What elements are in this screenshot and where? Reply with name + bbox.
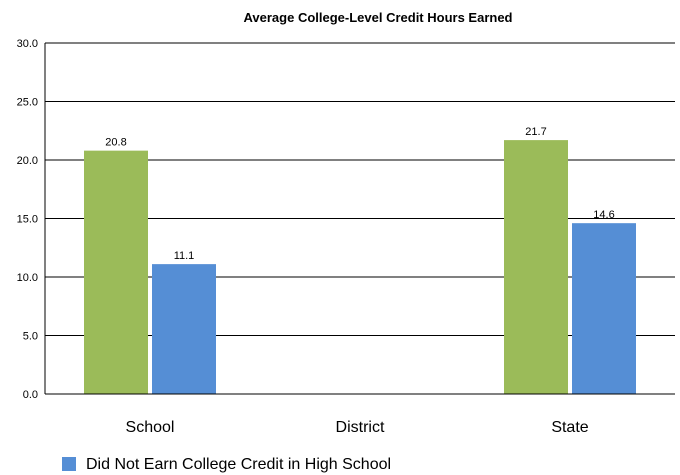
data-label: 21.7 xyxy=(525,126,546,138)
chart-title: Average College-Level Credit Hours Earne… xyxy=(244,10,513,25)
legend-swatch xyxy=(62,457,76,471)
bar xyxy=(572,223,636,394)
gridlines xyxy=(45,42,675,395)
x-category-label: State xyxy=(551,419,588,436)
y-tick-label: 10.0 xyxy=(17,272,38,284)
legend: Did Not Earn College Credit in High Scho… xyxy=(62,456,391,473)
bars xyxy=(84,140,636,394)
y-tick-label: 30.0 xyxy=(17,38,38,50)
y-tick-label: 0.0 xyxy=(23,389,38,401)
x-category-label: School xyxy=(126,419,175,436)
data-label: 11.1 xyxy=(174,250,195,262)
data-label: 20.8 xyxy=(105,137,126,149)
x-axis-categories: School District State xyxy=(126,419,589,436)
bar xyxy=(84,150,148,394)
y-tick-label: 25.0 xyxy=(17,97,38,109)
y-tick-label: 5.0 xyxy=(23,331,38,343)
bar xyxy=(152,264,216,394)
legend-label: Did Not Earn College Credit in High Scho… xyxy=(86,456,391,473)
data-labels: 20.8 11.1 21.7 14.6 xyxy=(105,126,614,262)
x-category-label: District xyxy=(336,419,385,436)
y-tick-label: 20.0 xyxy=(17,155,38,167)
y-tick-label: 15.0 xyxy=(17,214,38,226)
bar xyxy=(504,140,568,394)
data-label: 14.6 xyxy=(593,209,614,221)
y-axis-ticks: 0.0 5.0 10.0 15.0 20.0 25.0 30.0 xyxy=(17,38,38,401)
